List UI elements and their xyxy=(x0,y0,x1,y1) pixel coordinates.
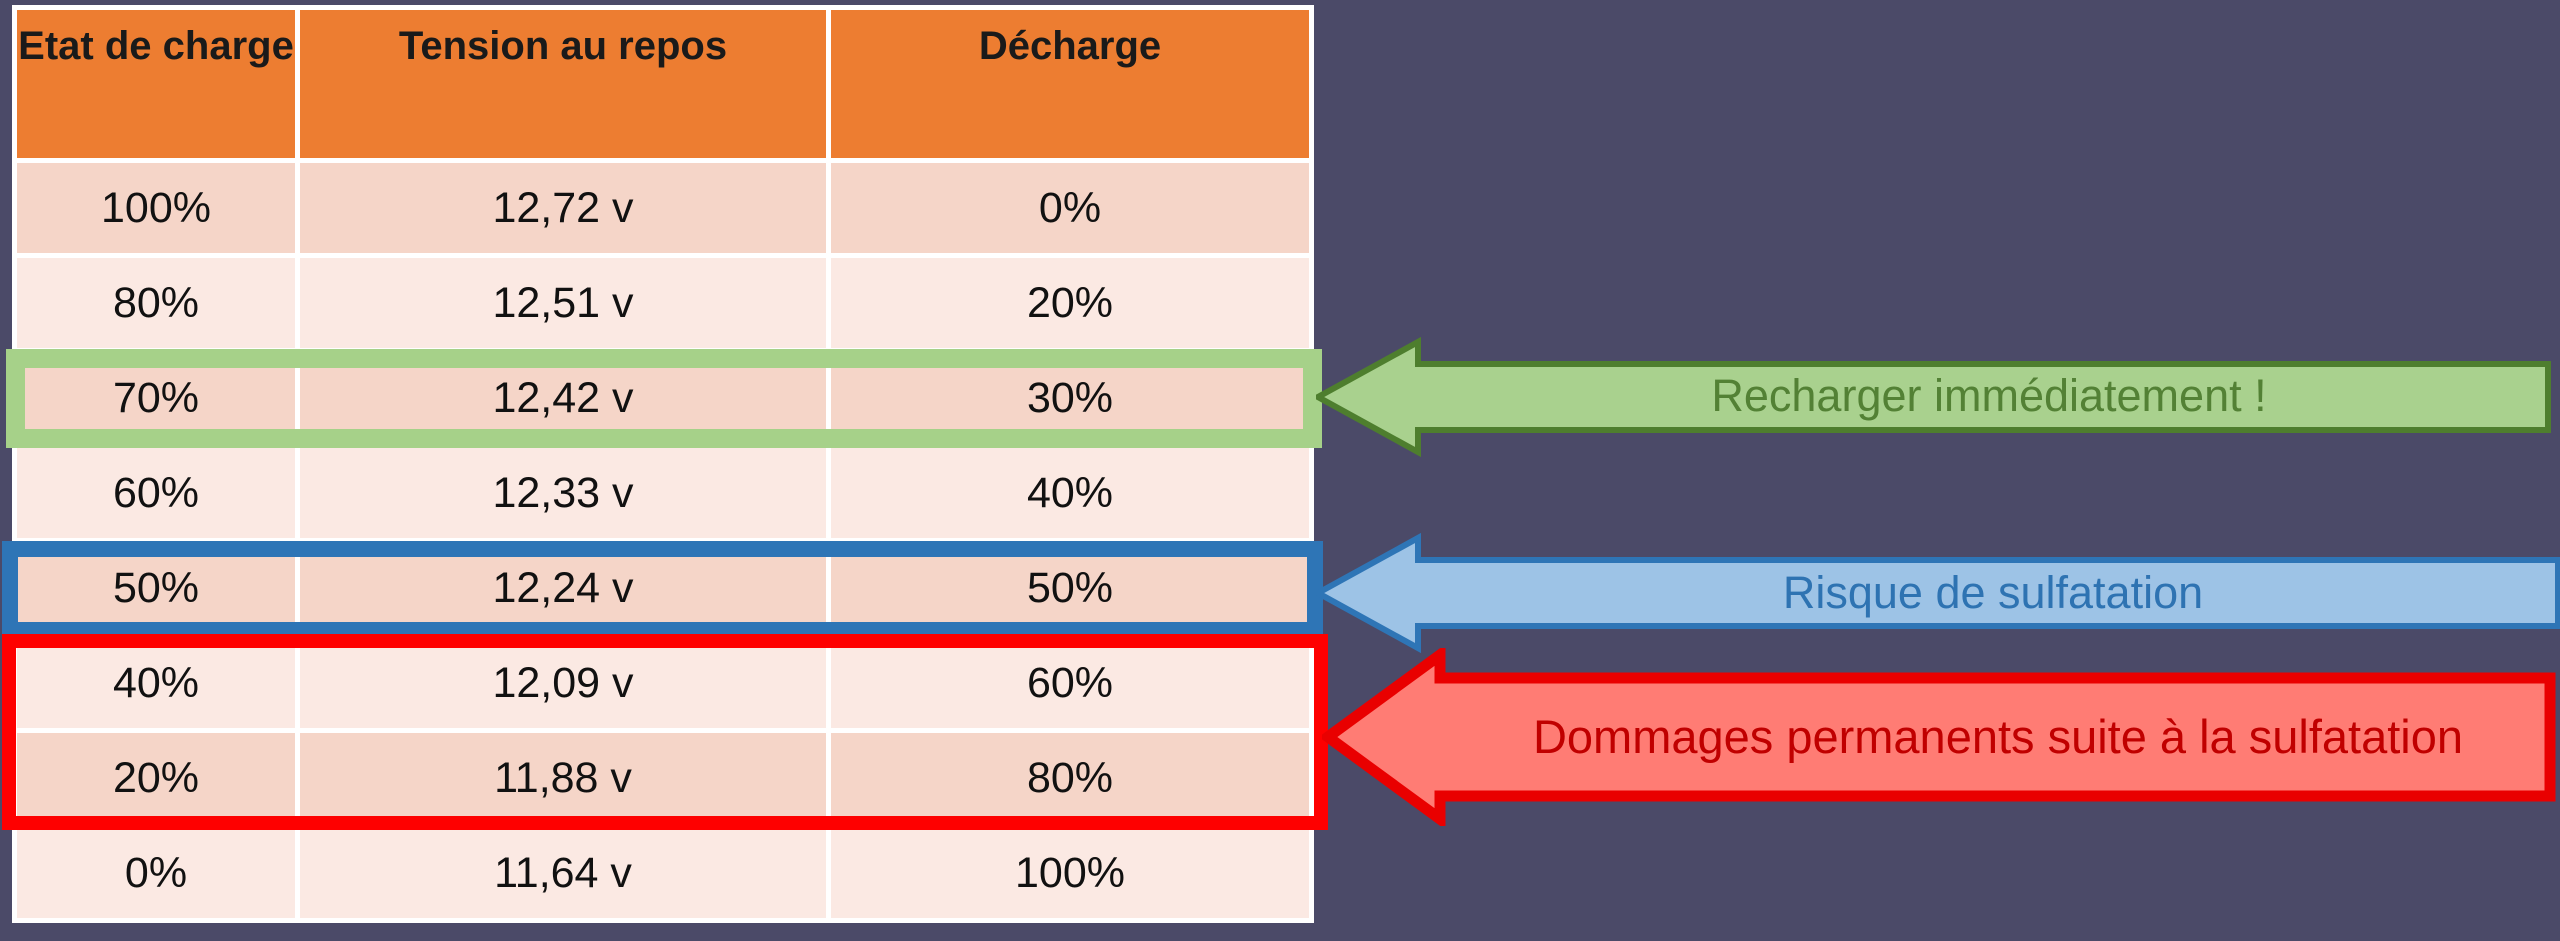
table-cell: 0% xyxy=(17,828,295,918)
green-left-arrow-icon xyxy=(1316,336,2551,458)
table-cell: 100% xyxy=(831,828,1309,918)
table-cell: 60% xyxy=(831,638,1309,728)
blue-left-arrow-icon xyxy=(1316,532,2560,654)
column-header-tension-au-repos: Tension au repos xyxy=(300,10,826,158)
table-cell: 30% xyxy=(831,353,1309,443)
table-cell: 50% xyxy=(17,543,295,633)
table-cell: 12,24 v xyxy=(300,543,826,633)
table-cell: 12,42 v xyxy=(300,353,826,443)
column-header-decharge: Décharge xyxy=(831,10,1309,158)
table-cell: 70% xyxy=(17,353,295,443)
table-cell: 20% xyxy=(831,258,1309,348)
table-cell: 50% xyxy=(831,543,1309,633)
red-arrow-label: Dommages permanents suite à la sulfatati… xyxy=(1532,710,2464,763)
table-cell: 11,88 v xyxy=(300,733,826,823)
table-cell: 12,72 v xyxy=(300,163,826,253)
table-cell: 12,51 v xyxy=(300,258,826,348)
table-cell: 0% xyxy=(831,163,1309,253)
table-cell: 40% xyxy=(831,448,1309,538)
table-cell: 12,09 v xyxy=(300,638,826,728)
table-cell: 20% xyxy=(17,733,295,823)
blue-arrow-label: Risque de sulfatation xyxy=(1782,567,2204,618)
column-header-etat-de-charge: Etat de charge xyxy=(17,10,295,158)
green-highlight-frame xyxy=(6,349,1322,448)
table-cell: 40% xyxy=(17,638,295,728)
red-left-arrow-icon xyxy=(1322,648,2556,826)
table-cell: 100% xyxy=(17,163,295,253)
table-cell: 80% xyxy=(831,733,1309,823)
table-cell: 11,64 v xyxy=(300,828,826,918)
red-highlight-frame xyxy=(2,634,1328,830)
battery-charge-table: Etat de charge Tension au repos Décharge… xyxy=(12,5,1314,923)
green-arrow-label: Recharger immédiatement ! xyxy=(1711,370,2267,421)
blue-highlight-frame xyxy=(2,541,1323,638)
table-cell: 12,33 v xyxy=(300,448,826,538)
table-cell: 80% xyxy=(17,258,295,348)
table-cell: 60% xyxy=(17,448,295,538)
